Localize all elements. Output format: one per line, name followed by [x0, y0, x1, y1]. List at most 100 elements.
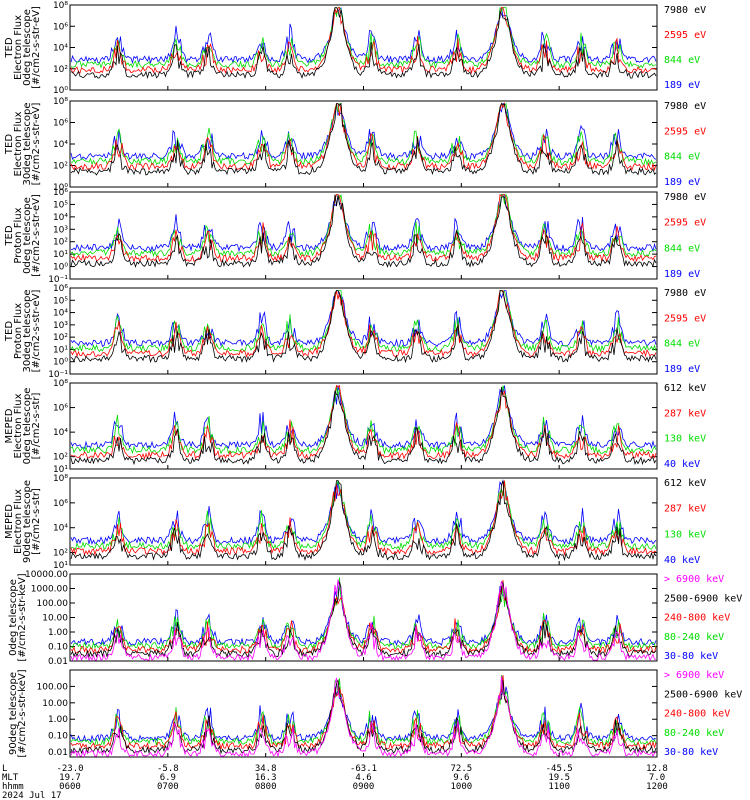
- legend-entry: 240-800 keV: [664, 709, 730, 720]
- x-tick-label: 19.5: [548, 773, 570, 783]
- y-tick-label: 10⁴: [53, 44, 68, 54]
- y-axis-label: Electron Flux: [13, 15, 24, 80]
- x-tick-label: 0800: [255, 782, 277, 792]
- y-tick-label: 10⁰: [53, 183, 68, 193]
- series-line: [70, 7, 657, 65]
- legend-entry: 287 keV: [664, 504, 706, 515]
- y-tick-label: 10⁶: [53, 499, 68, 509]
- x-row-label: L: [2, 764, 7, 774]
- x-tick-label: 1000: [450, 782, 472, 792]
- series-line: [70, 580, 657, 647]
- x-tick-label: 0900: [353, 782, 375, 792]
- series-line: [70, 194, 657, 269]
- y-axis-label: [#/cm2-s-str]: [31, 488, 42, 555]
- series-line: [70, 683, 657, 743]
- y-tick-label: 10⁰: [53, 86, 68, 96]
- y-axis-label: 0deg telescope: [8, 579, 19, 656]
- y-tick-label: 10⁸: [53, 474, 68, 484]
- y-tick-label: 1.00: [48, 628, 68, 638]
- legend-entry: 80-240 keV: [664, 728, 724, 739]
- y-tick-label: 10⁴: [53, 428, 68, 438]
- y-axis-label: [#/cm2-s-str-keV]: [17, 669, 28, 757]
- legend-entry: 7980 eV: [664, 5, 706, 16]
- y-tick-label: 10⁶: [53, 119, 68, 129]
- x-tick-label: 7.0: [649, 773, 665, 783]
- y-tick-label: 10⁴: [53, 309, 68, 319]
- y-tick-label: 10¹: [53, 250, 68, 260]
- legend-entry: 844 eV: [664, 243, 700, 254]
- y-tick-label: 10⁴: [53, 524, 68, 534]
- x-tick-label: 34.8: [255, 764, 277, 774]
- y-tick-label: 10⁸: [53, 1, 68, 11]
- x-tick-label: 6.9: [160, 773, 176, 783]
- y-tick-label: 10⁰: [53, 263, 68, 273]
- series-line: [70, 6, 657, 75]
- series-line: [70, 386, 657, 466]
- legend-entry: 40 keV: [664, 555, 700, 566]
- y-tick-label: 10000.00: [25, 570, 68, 580]
- x-tick-label: 9.6: [453, 773, 469, 783]
- panel-8: 0.01 0.10 1.00 10.00 100.00 90deg telescope[#…: [8, 669, 742, 758]
- y-tick-label: 0.10: [48, 732, 68, 742]
- legend-entry: 40 keV: [664, 459, 700, 470]
- legend-entry: > 6900 keV: [664, 574, 724, 585]
- legend-entry: 7980 eV: [664, 192, 706, 203]
- series-line: [70, 194, 657, 253]
- legend-entry: > 6900 keV: [664, 670, 724, 681]
- x-tick-label: -63.1: [350, 764, 377, 774]
- series-line: [70, 676, 657, 758]
- series-line: [70, 479, 657, 545]
- y-tick-label: 10²: [53, 65, 68, 75]
- legend-entry: 7980 eV: [664, 288, 706, 299]
- x-tick-label: 1200: [646, 782, 668, 792]
- legend-entry: 2595 eV: [664, 313, 706, 324]
- y-axis-label: 0deg telescope: [22, 9, 33, 86]
- series-line: [70, 193, 657, 258]
- legend-entry: 287 keV: [664, 408, 706, 419]
- y-axis-label: 90deg telescope: [8, 672, 19, 755]
- series-line: [70, 385, 657, 455]
- series-line: [70, 7, 657, 80]
- series-line: [70, 103, 657, 161]
- y-axis-label: [#/cm2-s-str-eV]: [31, 194, 42, 277]
- series-line: [70, 480, 657, 557]
- series-line: [70, 385, 657, 450]
- legend-entry: 80-240 keV: [664, 632, 724, 643]
- y-tick-label: 10⁶: [53, 188, 68, 198]
- y-tick-label: 10³: [53, 225, 68, 235]
- y-axis-label: 0deg telescope: [22, 388, 33, 465]
- y-axis-label: [#/cm2-s-str-eV]: [31, 290, 42, 373]
- date-label: 2024 Jul 17: [2, 791, 62, 800]
- y-axis-label: Electron Flux: [13, 111, 24, 176]
- y-tick-label: 10²: [53, 333, 68, 343]
- y-tick-label: 100.00: [37, 682, 69, 692]
- y-axis-label: Proton Flux: [13, 303, 24, 359]
- x-row-label: hhmm: [2, 782, 24, 792]
- legend-entry: 844 eV: [664, 339, 700, 350]
- series-line: [70, 290, 657, 358]
- series-line: [71, 102, 657, 166]
- panel-frame: [69, 287, 658, 375]
- legend-entry: 2595 eV: [664, 30, 706, 41]
- legend-entry: 189 eV: [664, 177, 700, 188]
- legend-entry: 2595 eV: [664, 218, 706, 229]
- legend-entry: 240-800 keV: [664, 613, 730, 624]
- y-axis-label: 30deg telescope: [22, 289, 33, 372]
- panel-frame: [69, 100, 658, 188]
- y-tick-label: 0.01: [48, 748, 68, 758]
- legend-entry: 612 keV: [664, 383, 706, 394]
- series-line: [70, 678, 657, 755]
- legend-entry: 844 eV: [664, 55, 700, 66]
- y-axis-label: 90deg telescope: [22, 480, 33, 563]
- legend-entry: 2595 eV: [664, 126, 706, 137]
- y-tick-label: 10⁸: [53, 379, 68, 389]
- y-axis-label: Electron Flux: [13, 489, 24, 554]
- x-tick-label: 0600: [59, 782, 81, 792]
- y-tick-label: 10⁵: [53, 200, 68, 210]
- legend-entry: 2500-6900 keV: [664, 689, 742, 700]
- legend-entry: 189 eV: [664, 80, 700, 91]
